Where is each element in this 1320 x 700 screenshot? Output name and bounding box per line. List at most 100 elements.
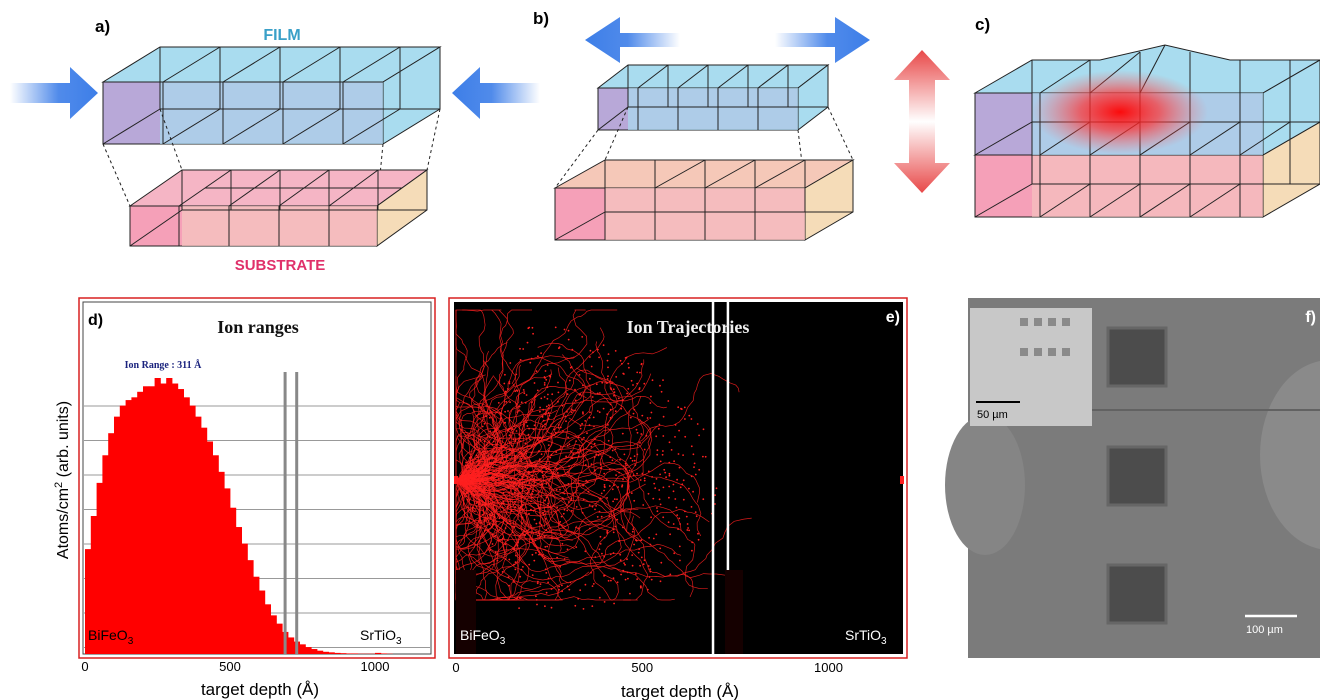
ion-trajectory-point bbox=[472, 509, 474, 512]
ion-trajectory-point bbox=[582, 412, 584, 415]
ion-trajectory-point bbox=[558, 347, 560, 350]
ion-trajectory-point bbox=[570, 408, 573, 411]
ion-trajectory-point bbox=[480, 493, 483, 495]
ion-trajectory-point bbox=[557, 426, 560, 429]
ion-trajectory bbox=[457, 409, 558, 481]
ion-trajectory-point bbox=[514, 440, 517, 443]
shadow-block-right bbox=[725, 570, 743, 654]
ion-trajectory-point bbox=[566, 548, 569, 551]
ion-trajectory-point bbox=[501, 571, 504, 573]
ion-trajectory bbox=[457, 444, 584, 513]
ion-trajectory-point bbox=[477, 459, 480, 462]
ion-trajectory bbox=[457, 479, 560, 539]
ion-trajectory bbox=[457, 446, 675, 601]
ion-trajectory bbox=[457, 350, 550, 498]
ion-trajectory-point bbox=[678, 429, 680, 432]
ion-trajectory-point bbox=[622, 526, 624, 529]
ion-trajectory-point bbox=[465, 469, 467, 472]
ion-trajectory bbox=[457, 412, 508, 481]
ion-trajectory-point bbox=[542, 408, 545, 411]
ion-trajectory-point bbox=[613, 391, 616, 393]
ion-trajectory-point bbox=[509, 401, 511, 403]
panel-e: Ion Trajectories e) BiFeO3 SrTiO3 0 500 10… bbox=[448, 297, 908, 700]
ion-trajectory-point bbox=[612, 577, 615, 580]
ion-trajectory-point bbox=[653, 482, 656, 485]
ion-trajectory-point bbox=[627, 472, 629, 474]
ion-trajectory bbox=[457, 369, 609, 481]
ion-trajectory-point bbox=[670, 449, 673, 451]
ion-trajectory-point bbox=[509, 448, 511, 451]
ion-trajectory-point bbox=[487, 529, 490, 532]
ion-trajectory-point bbox=[473, 494, 476, 497]
ion-trajectory-point bbox=[567, 338, 570, 341]
ion-trajectory-point bbox=[531, 408, 533, 411]
panel-e-label: e) bbox=[886, 309, 900, 326]
ion-trajectory-point bbox=[628, 366, 630, 369]
ion-trajectory-point bbox=[574, 409, 576, 412]
ion-trajectory-point bbox=[607, 579, 610, 582]
ion-trajectory-point bbox=[645, 434, 648, 437]
ion-trajectory-point bbox=[513, 491, 516, 494]
ion-trajectory-point bbox=[473, 470, 475, 473]
ion-trajectory-point bbox=[526, 425, 529, 427]
ion-trajectory-point bbox=[599, 543, 602, 545]
ion-trajectory-point bbox=[483, 463, 486, 466]
ion-trajectory-point bbox=[622, 569, 625, 572]
ion-trajectory bbox=[457, 475, 615, 536]
ion-trajectory-point bbox=[626, 571, 629, 574]
ion-trajectory-point bbox=[509, 362, 512, 364]
ion-trajectory-point bbox=[677, 406, 680, 409]
ion-trajectory-point bbox=[457, 479, 460, 481]
ion-trajectory-point bbox=[571, 509, 573, 512]
ion-trajectory-point bbox=[683, 406, 686, 409]
ion-trajectory-point bbox=[648, 576, 651, 578]
ion-trajectory-point bbox=[475, 485, 478, 488]
ion-trajectory-point bbox=[702, 455, 704, 458]
ion-trajectory-point bbox=[489, 436, 491, 439]
ion-trajectory-point bbox=[560, 515, 563, 518]
ion-trajectory-point bbox=[522, 487, 524, 489]
ion-trajectory-point bbox=[590, 463, 593, 465]
ion-trajectory-point bbox=[493, 535, 496, 538]
ion-trajectory-point bbox=[581, 511, 584, 514]
ion-trajectory-point bbox=[690, 506, 693, 508]
ion-trajectory-point bbox=[478, 485, 481, 488]
film-front-overlay bbox=[160, 82, 383, 144]
ion-trajectory-point bbox=[579, 427, 582, 430]
ion-trajectory bbox=[457, 479, 530, 551]
ion-trajectory-point bbox=[578, 374, 581, 376]
ion-trajectory-point bbox=[481, 425, 484, 428]
ion-trajectory-point bbox=[609, 403, 612, 406]
strained-substrate-top-face bbox=[553, 159, 855, 189]
ion-trajectory-point bbox=[478, 475, 481, 477]
ion-trajectory-point bbox=[674, 424, 677, 426]
ion-trajectory-point bbox=[686, 523, 689, 525]
ion-trajectory-point bbox=[530, 451, 533, 454]
ion-trajectory-point bbox=[508, 584, 510, 587]
ion-trajectory-point bbox=[512, 482, 515, 485]
ion-trajectory-point bbox=[641, 414, 644, 417]
ion-trajectory-point bbox=[658, 423, 661, 426]
ion-trajectory-point bbox=[643, 477, 646, 480]
ion-trajectory-point bbox=[631, 459, 634, 462]
ion-trajectory-point bbox=[529, 478, 532, 481]
ion-trajectory-point bbox=[477, 456, 480, 459]
ion-trajectory-point bbox=[599, 463, 602, 466]
ion-trajectory-point bbox=[521, 503, 524, 506]
ion-range-annotation: Ion Range : 311 Å bbox=[125, 359, 202, 371]
ion-trajectory-point bbox=[626, 392, 628, 395]
ion-trajectory-point bbox=[613, 394, 615, 397]
ion-trajectory-point bbox=[497, 402, 500, 404]
ion-trajectory-point bbox=[571, 457, 574, 460]
ion-trajectory-point bbox=[596, 410, 599, 412]
ion-trajectory-point bbox=[466, 491, 469, 494]
ion-trajectory-point bbox=[514, 438, 517, 441]
ion-trajectory-point bbox=[636, 578, 639, 580]
ion-trajectory-point bbox=[570, 450, 572, 452]
ion-trajectory-point bbox=[527, 433, 530, 436]
histogram-bar bbox=[317, 650, 324, 654]
ion-trajectory-point bbox=[553, 428, 556, 431]
ion-trajectory-point bbox=[635, 573, 637, 575]
ion-trajectory-point bbox=[662, 486, 665, 489]
ion-trajectory-point bbox=[492, 440, 495, 443]
